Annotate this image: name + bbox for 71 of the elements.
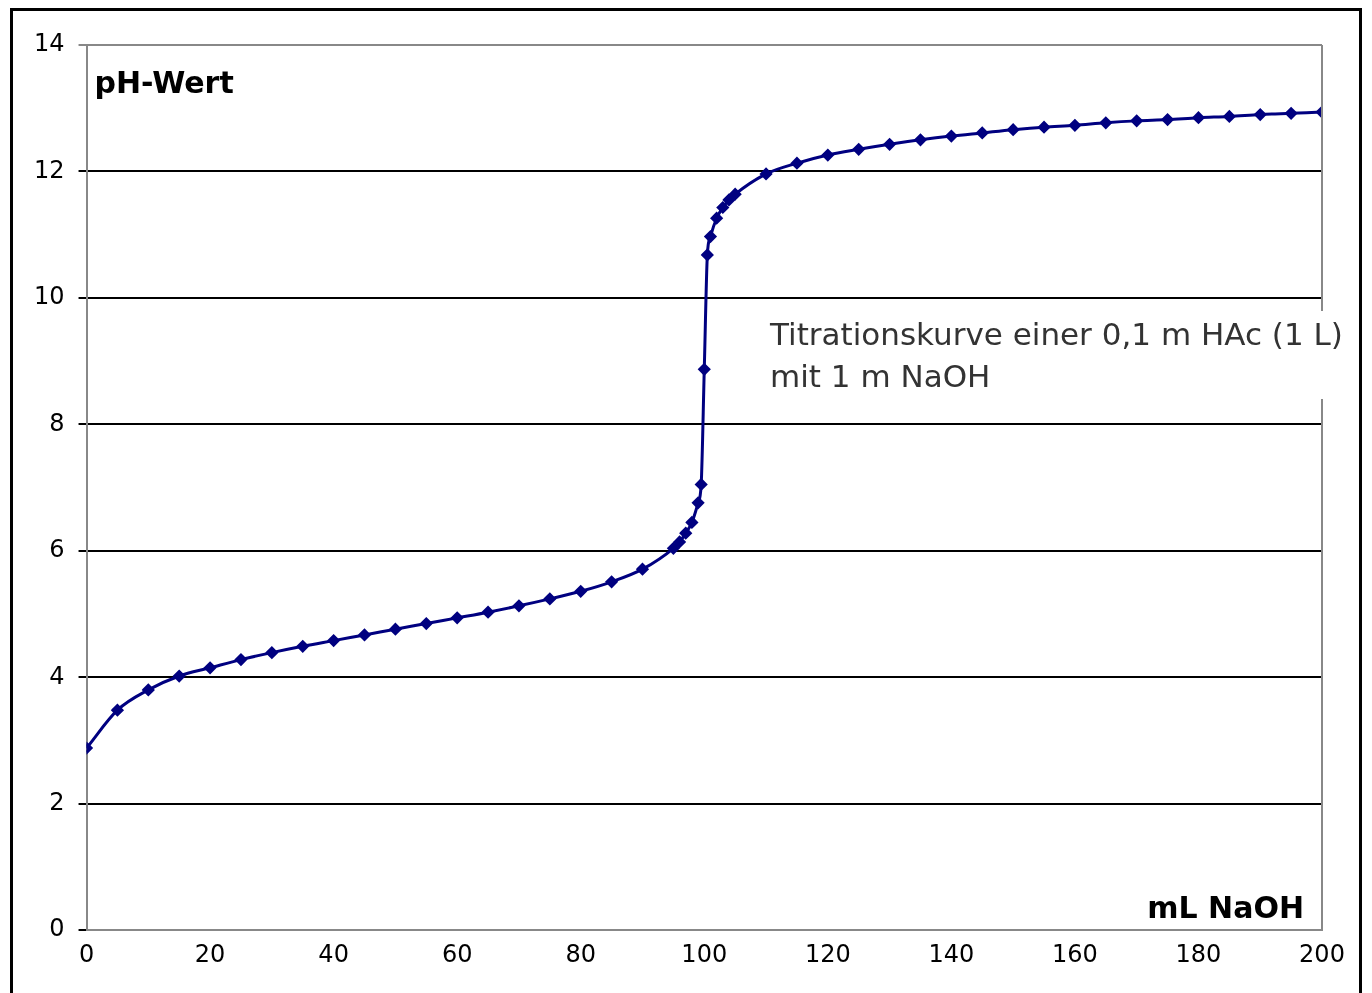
x-axis-title: mL NaOH	[1147, 890, 1304, 926]
point	[695, 478, 708, 491]
x-tick-label: 160	[1052, 939, 1098, 968]
point	[605, 575, 618, 588]
point	[1130, 114, 1143, 127]
y-tick-label: 4	[49, 661, 65, 690]
point	[636, 563, 649, 576]
point	[142, 683, 155, 696]
point	[914, 133, 927, 146]
point	[716, 201, 729, 214]
point	[729, 188, 742, 201]
point	[667, 542, 680, 555]
point	[976, 126, 989, 139]
point	[512, 599, 525, 612]
point	[234, 653, 247, 666]
point	[760, 167, 773, 180]
point	[704, 230, 717, 243]
point	[204, 661, 217, 674]
y-tick-label: 10	[33, 282, 65, 311]
point	[673, 535, 686, 548]
point	[296, 640, 309, 653]
x-tick-label: 20	[194, 939, 226, 968]
point	[1038, 121, 1051, 134]
x-tick-label: 60	[441, 939, 473, 968]
point	[710, 212, 723, 225]
y-tick-label: 8	[49, 408, 65, 437]
point	[722, 193, 735, 206]
point	[821, 149, 834, 162]
point	[265, 646, 278, 659]
point	[1099, 116, 1112, 129]
x-tick-label: 120	[804, 939, 851, 968]
point	[574, 585, 587, 598]
y-tick-label: 6	[49, 535, 65, 564]
point	[173, 670, 186, 683]
point	[327, 634, 340, 647]
point	[543, 592, 556, 605]
point	[420, 617, 433, 630]
point	[389, 623, 402, 636]
point	[358, 628, 371, 641]
point	[1007, 123, 1020, 136]
y-tick-label: 12	[33, 155, 65, 184]
point	[883, 138, 896, 151]
point	[1285, 107, 1298, 120]
x-tick-label: 140	[928, 939, 975, 968]
point	[692, 496, 705, 509]
point	[1192, 111, 1205, 124]
y-axis-title: pH-Wert	[94, 65, 234, 100]
point	[482, 606, 495, 619]
y-tick-label: 2	[49, 787, 65, 816]
x-tick-label: 100	[681, 939, 728, 968]
point	[1254, 108, 1267, 121]
point	[790, 157, 803, 170]
point	[451, 611, 464, 624]
x-tick-label: 80	[565, 939, 596, 968]
y-tick-label: 0	[49, 914, 65, 943]
point	[701, 248, 714, 261]
x-tick-label: 0	[78, 939, 95, 968]
y-tick-label: 14	[33, 29, 65, 58]
point	[685, 516, 698, 529]
point	[852, 143, 865, 156]
x-tick-label: 200	[1299, 939, 1345, 968]
point	[1068, 119, 1081, 132]
annotation: Titrationskurve einer 0,1 m HAc (1 L) mit 1 m NaOH	[766, 310, 1355, 399]
point	[1223, 110, 1236, 123]
point	[679, 527, 692, 540]
point	[945, 130, 958, 143]
point	[1161, 113, 1174, 126]
x-tick-label: 180	[1175, 939, 1222, 968]
point	[698, 363, 711, 376]
x-tick-label: 40	[318, 939, 349, 968]
point	[111, 704, 124, 717]
